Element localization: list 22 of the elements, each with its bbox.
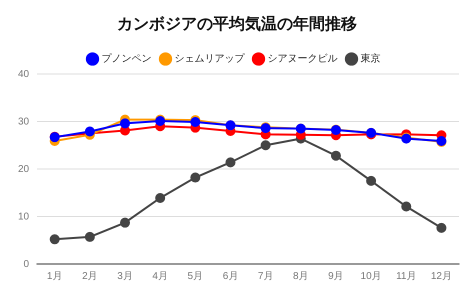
x-tick-label: 11月 [396,270,416,282]
legend-label: 東京 [360,52,380,65]
legend-label: プノンペン [102,52,152,65]
x-tick-label: 8月 [293,270,309,282]
x-tick-label: 12月 [430,270,452,282]
x-tick-label: 4月 [152,270,168,282]
chart-title: カンボジアの平均気温の年間推移 [116,13,358,35]
y-tick-label: 0 [24,258,30,270]
x-tick-label: 9月 [328,270,344,282]
x-tick-label: 10月 [360,270,382,282]
x-tick-label: 7月 [258,270,274,282]
y-tick-label: 40 [18,68,30,80]
y-tick-label: 30 [18,116,30,128]
y-tick-label: 10 [18,211,30,222]
x-tick-label: 2月 [82,270,98,282]
legend-label: シェムリアップ [174,52,246,65]
x-tick-label: 1月 [46,270,62,282]
x-tick-label: 6月 [222,270,238,282]
x-tick-label: 5月 [188,270,204,282]
y-tick-label: 20 [18,164,30,175]
x-tick-label: 3月 [117,270,133,282]
legend-label: シアヌークビル [268,54,338,65]
